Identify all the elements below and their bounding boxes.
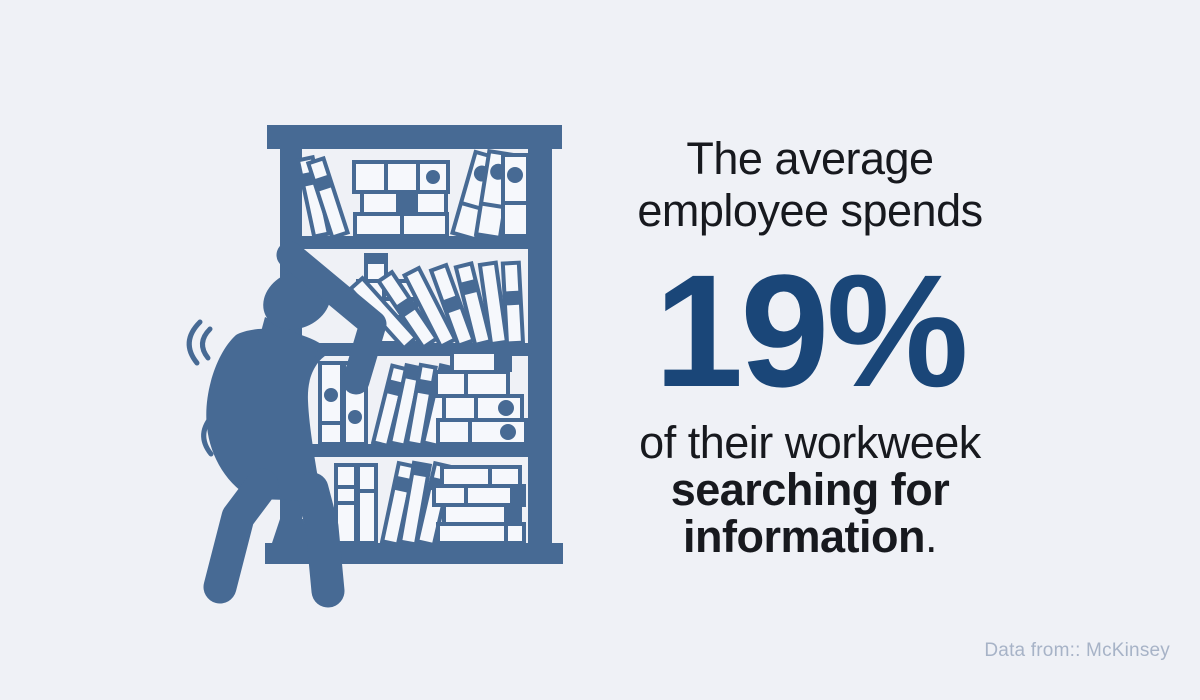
headline-line1: The average — [686, 133, 934, 184]
body-line1: of their workweek — [639, 417, 981, 468]
body-line3: information. — [683, 511, 938, 562]
body-text: of their workweek searching for informat… — [595, 419, 1025, 560]
headline-line2: employee spends — [637, 185, 983, 236]
data-source-attribution: Data from:: McKinsey — [984, 640, 1170, 661]
headline: The average employee spends — [595, 133, 1025, 237]
bookshelf-icon — [265, 125, 563, 564]
person-icon — [186, 241, 387, 608]
bookshelf-person-illustration — [186, 125, 563, 608]
body-line2: searching for — [670, 464, 950, 515]
statistic-value: 19% — [654, 241, 968, 420]
